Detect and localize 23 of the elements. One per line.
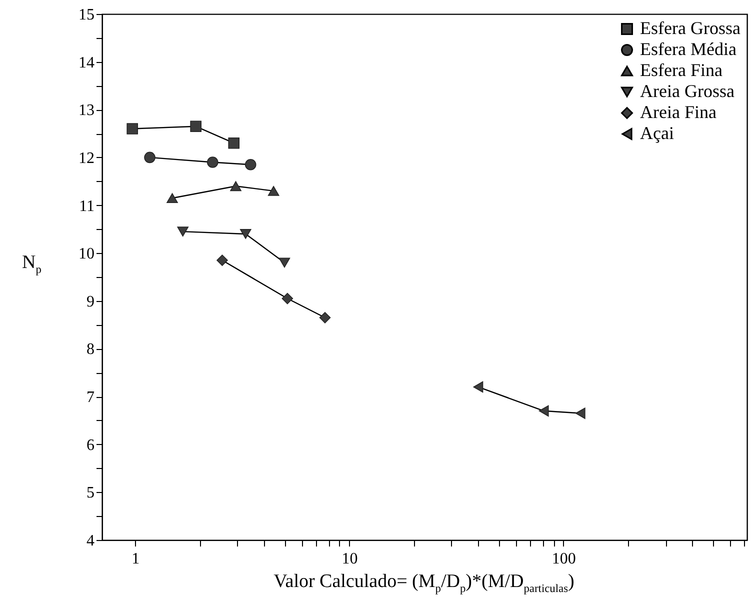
y-tick-label: 11 [79, 198, 94, 215]
y-tick-label: 5 [86, 484, 94, 502]
legend-label: Esfera Média [640, 39, 736, 59]
legend-label: Areia Fina [640, 102, 716, 122]
y-tick-label: 8 [86, 341, 94, 358]
x-tick-label: 1 [132, 550, 140, 568]
x-axis-title: Valor Calculado= (M$_{p}$/D$_{p}$)*(M/D$_{particulas}$) [272, 570, 576, 597]
y-tick-label: 10 [78, 246, 94, 263]
y-tick-label: 12 [78, 150, 94, 167]
legend-label: Esfera Fina [640, 60, 722, 80]
legend-label: Esfera Grossa [640, 18, 740, 38]
y-axis-title: N$_{p}$ [22, 252, 42, 276]
x-tick-label: 10 [342, 550, 358, 568]
x-tick-label: 100 [552, 550, 576, 568]
y-tick-label: 7 [86, 389, 94, 406]
legend-label: Areia Grossa [640, 81, 734, 101]
y-tick-label: 15 [78, 6, 94, 24]
y-tick-label: 6 [86, 436, 94, 454]
y-tick-label: 9 [86, 293, 94, 310]
y-tick-label: 4 [86, 532, 94, 550]
y-tick-label: 14 [78, 54, 94, 72]
legend-label: Açai [640, 123, 674, 143]
y-tick-label: 13 [78, 102, 94, 120]
